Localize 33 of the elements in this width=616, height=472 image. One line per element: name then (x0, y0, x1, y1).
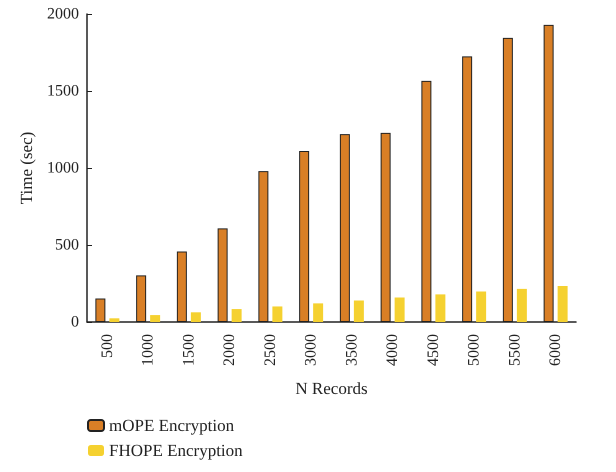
x-axis-title: N Records (295, 379, 368, 398)
bar (150, 315, 160, 322)
x-tick-label: 4500 (424, 334, 442, 366)
bar (558, 286, 568, 322)
bar (516, 288, 527, 322)
bar (435, 294, 446, 322)
x-tick-label: 2000 (221, 334, 238, 366)
bar (272, 306, 282, 322)
bar (190, 312, 201, 322)
x-tick-label: 500 (98, 334, 116, 358)
bar (232, 309, 242, 322)
bar (476, 292, 486, 322)
y-tick-label: 0 (71, 314, 79, 330)
y-tick-label: 1500 (47, 82, 79, 100)
bar (394, 298, 405, 322)
x-tick-label: 3000 (302, 334, 320, 366)
y-tick-label: 500 (55, 236, 79, 254)
x-tick-label: 6000 (547, 334, 564, 366)
x-tick-label: 1500 (180, 334, 198, 366)
x-tick-label: 5500 (506, 334, 524, 366)
x-tick-label: 2500 (262, 334, 279, 366)
bar (354, 300, 364, 322)
legend-label: FHOPE Encryption (109, 441, 244, 460)
x-tick-label: 3500 (343, 334, 360, 366)
bar (109, 318, 120, 322)
y-tick-label: 1000 (47, 160, 79, 176)
x-tick-label: 5000 (466, 334, 483, 366)
x-tick-label: 1000 (140, 334, 157, 366)
y-tick-label: 2000 (47, 6, 79, 22)
legend-label: mOPE Encryption (109, 416, 235, 435)
bar (313, 303, 324, 322)
x-tick-label: 4000 (384, 334, 402, 366)
y-axis-title: Time (sec) (17, 132, 36, 204)
